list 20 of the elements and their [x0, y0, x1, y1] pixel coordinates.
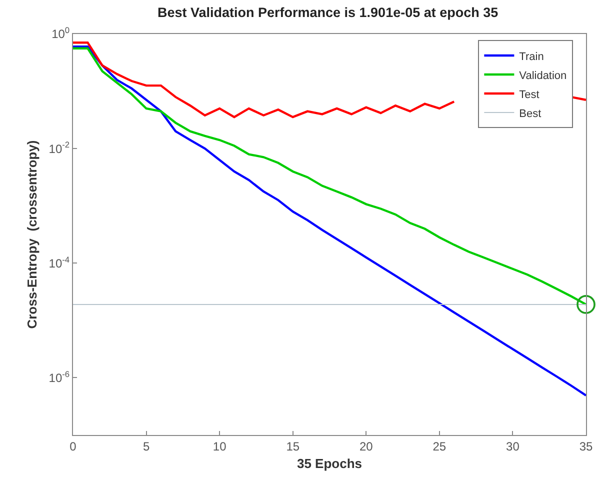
- x-tick-label: 0: [70, 439, 77, 454]
- y-tick-label: 10$^{-2}$: [48, 140, 70, 156]
- x-tick-label: 10: [212, 439, 227, 454]
- y-tick-label: 10$^{-4}$: [48, 254, 70, 270]
- x-tick-label: 25: [432, 439, 446, 454]
- x-tick-label: 5: [142, 439, 150, 454]
- x-tick-label: 20: [359, 439, 374, 454]
- x-tick-label: 30: [506, 439, 520, 454]
- x-tick-label: 35: [579, 439, 593, 454]
- legend-label: Train: [519, 50, 544, 63]
- x-axis-title: 35 Epochs: [296, 456, 362, 471]
- legend-label: Best: [519, 108, 542, 120]
- y-axis-title: Cross-Entropy (crossentropy): [24, 140, 40, 329]
- legend-label: Validation: [519, 70, 567, 82]
- y-tick-label: 10$^{0}$: [52, 25, 70, 42]
- x-tick-label: 15: [286, 439, 300, 454]
- line-series: [73, 45, 586, 397]
- y-tick-label: 10$^{-6}$: [48, 368, 70, 385]
- legend-label: Test: [519, 88, 540, 101]
- chart-title: Best Validation Performance is 1.901e-05 at epoch 35: [157, 4, 499, 20]
